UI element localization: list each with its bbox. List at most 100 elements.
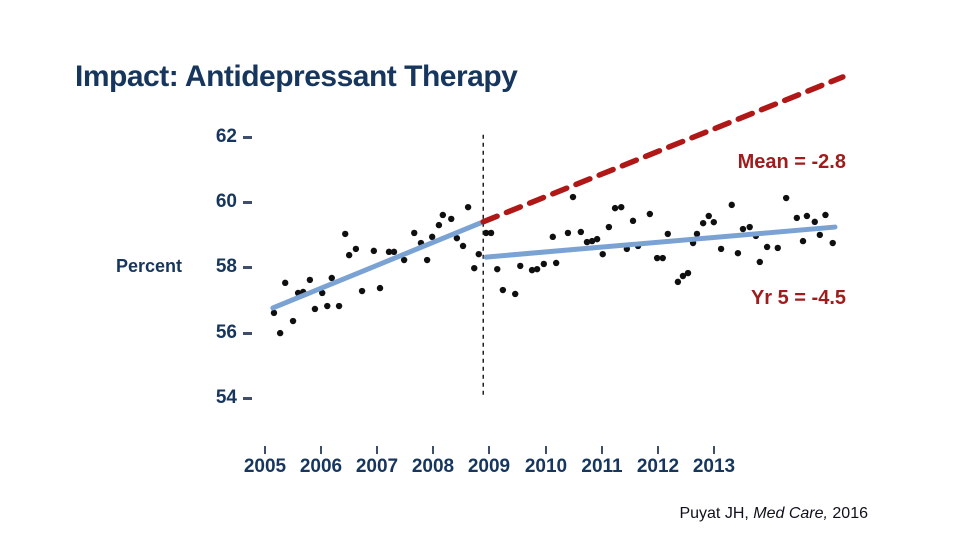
scatter-point <box>793 214 801 222</box>
scatter-point <box>281 279 289 287</box>
scatter-point <box>328 274 335 282</box>
scatter-point <box>583 238 591 246</box>
scatter-point <box>482 229 490 237</box>
scatter-point <box>435 221 443 229</box>
citation: Puyat JH, Med Care, 2016 <box>500 505 868 523</box>
x-tick-label: 2009 <box>467 456 511 477</box>
scatter-point <box>803 212 811 220</box>
scatter-point <box>564 229 572 237</box>
scatter-point <box>552 259 560 267</box>
scatter-point <box>593 235 601 243</box>
scatter-point <box>494 265 501 273</box>
scatter-point <box>646 210 654 218</box>
scatter-point <box>569 193 577 201</box>
scatter-point <box>306 276 314 284</box>
scatter-point <box>428 233 436 241</box>
x-tick-mark <box>713 446 715 454</box>
scatter-point <box>376 284 384 292</box>
x-tick-label: 2005 <box>243 456 287 477</box>
scatter-point <box>705 212 712 220</box>
y-axis-title: Percent <box>116 256 183 276</box>
scatter-point <box>799 237 807 245</box>
scatter-point <box>728 201 735 209</box>
pre-trend-line <box>270 219 486 311</box>
scatter-point <box>390 248 398 256</box>
scatter-point <box>611 204 619 212</box>
scatter-point <box>717 245 725 253</box>
scatter-point <box>679 272 687 280</box>
scatter-point <box>475 250 482 258</box>
scatter-point <box>528 266 536 274</box>
scatter-point <box>588 237 596 245</box>
x-tick-label: 2012 <box>636 456 680 477</box>
scatter-point <box>674 278 682 286</box>
scatter-point <box>822 211 829 219</box>
scatter-point <box>739 225 747 233</box>
scatter-point <box>693 230 701 238</box>
x-tick-mark <box>264 446 266 454</box>
projected-trend-line <box>480 74 846 225</box>
scatter-point <box>276 329 284 337</box>
annotation-year5-effect: Yr 5 = -4.5 <box>750 287 846 309</box>
scatter-point <box>270 309 278 317</box>
post-trend-line <box>483 224 838 260</box>
x-tick-label: 2008 <box>411 456 455 477</box>
scatter-point <box>289 317 297 325</box>
citation-journal: Med Care, <box>753 505 833 522</box>
x-tick-mark <box>545 446 547 454</box>
scatter-point <box>540 260 548 268</box>
scatter-point <box>319 289 326 297</box>
scatter-point <box>699 219 707 227</box>
scatter-point <box>659 254 666 262</box>
scatter-point <box>629 217 637 225</box>
scatter-point <box>311 305 319 313</box>
x-tick-label: 2013 <box>692 456 736 477</box>
scatter-point <box>664 230 671 238</box>
scatter-point <box>549 233 556 241</box>
y-tick-mark <box>243 266 252 269</box>
scatter-point <box>763 243 771 251</box>
scatter-point <box>605 223 613 231</box>
scatter-point <box>774 244 781 252</box>
scatter-point <box>653 254 661 262</box>
scatter-point <box>829 239 836 247</box>
scatter-point <box>459 242 467 250</box>
scatter-point <box>471 264 478 272</box>
scatter-point <box>448 215 455 223</box>
scatter-point <box>352 245 360 253</box>
scatter-point <box>512 290 519 298</box>
y-tick-label: 54 <box>215 387 237 408</box>
y-tick-mark <box>243 136 252 139</box>
scatter-point <box>577 228 585 236</box>
x-tick-label: 2006 <box>299 456 343 477</box>
scatter-point <box>499 286 507 294</box>
scatter-point <box>756 258 764 266</box>
x-tick-label: 2007 <box>355 456 399 477</box>
scatter-point <box>533 265 541 273</box>
scatter-point <box>370 247 378 255</box>
x-tick-label: 2010 <box>524 456 568 477</box>
slide-title: Impact: Antidepressant Therapy <box>75 60 518 93</box>
scatter-point <box>342 230 349 238</box>
scatter-point <box>439 211 447 219</box>
scatter-point <box>599 250 606 258</box>
citation-author: Puyat JH, <box>679 505 754 522</box>
x-tick-mark <box>657 446 659 454</box>
x-tick-mark <box>320 446 322 454</box>
scatter-point <box>385 248 393 256</box>
scatter-point <box>782 194 790 202</box>
scatter-point <box>423 256 431 264</box>
y-tick-mark <box>243 332 252 335</box>
scatter-point <box>710 218 717 226</box>
scatter-point <box>345 251 353 259</box>
y-tick-label: 60 <box>215 191 237 212</box>
scatter-point <box>335 302 343 310</box>
y-tick-label: 56 <box>215 322 237 343</box>
scatter-point <box>324 302 331 310</box>
x-tick-label: 2011 <box>581 456 623 477</box>
citation-year: 2016 <box>832 505 868 522</box>
scatter-point <box>464 203 472 211</box>
scatter-point <box>487 229 495 237</box>
scatter-point <box>517 262 524 270</box>
